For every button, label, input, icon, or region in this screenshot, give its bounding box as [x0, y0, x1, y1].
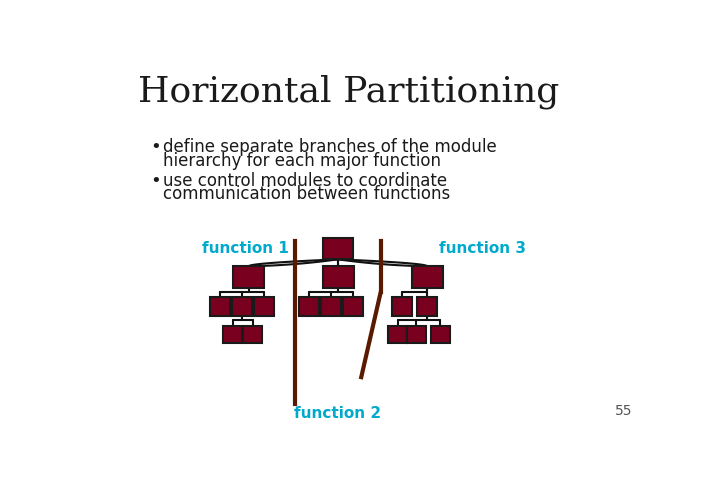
Bar	[223, 326, 242, 343]
Bar	[323, 238, 353, 259]
Text: function 1: function 1	[202, 241, 289, 256]
Text: function 3: function 3	[438, 241, 526, 256]
Bar	[321, 297, 341, 315]
Bar	[233, 266, 264, 288]
Bar	[300, 297, 320, 315]
Text: communication between functions: communication between functions	[163, 185, 450, 203]
Text: hierarchy for each major function: hierarchy for each major function	[163, 152, 441, 169]
Text: •: •	[150, 138, 161, 156]
Bar	[323, 266, 354, 288]
Bar	[243, 326, 262, 343]
Bar	[431, 326, 449, 343]
Bar	[232, 297, 252, 315]
Text: Horizontal Partitioning: Horizontal Partitioning	[138, 74, 559, 109]
Bar	[343, 297, 363, 315]
Bar	[210, 297, 230, 315]
Bar	[392, 297, 413, 315]
Bar	[407, 326, 426, 343]
Bar	[253, 297, 274, 315]
Bar	[388, 326, 407, 343]
Bar	[412, 266, 443, 288]
Text: function 2: function 2	[294, 407, 382, 421]
Text: •: •	[150, 171, 161, 190]
Text: use control modules to coordinate: use control modules to coordinate	[163, 171, 447, 190]
Text: 55: 55	[615, 404, 632, 418]
Text: define separate branches of the module: define separate branches of the module	[163, 138, 497, 156]
Bar	[417, 297, 437, 315]
